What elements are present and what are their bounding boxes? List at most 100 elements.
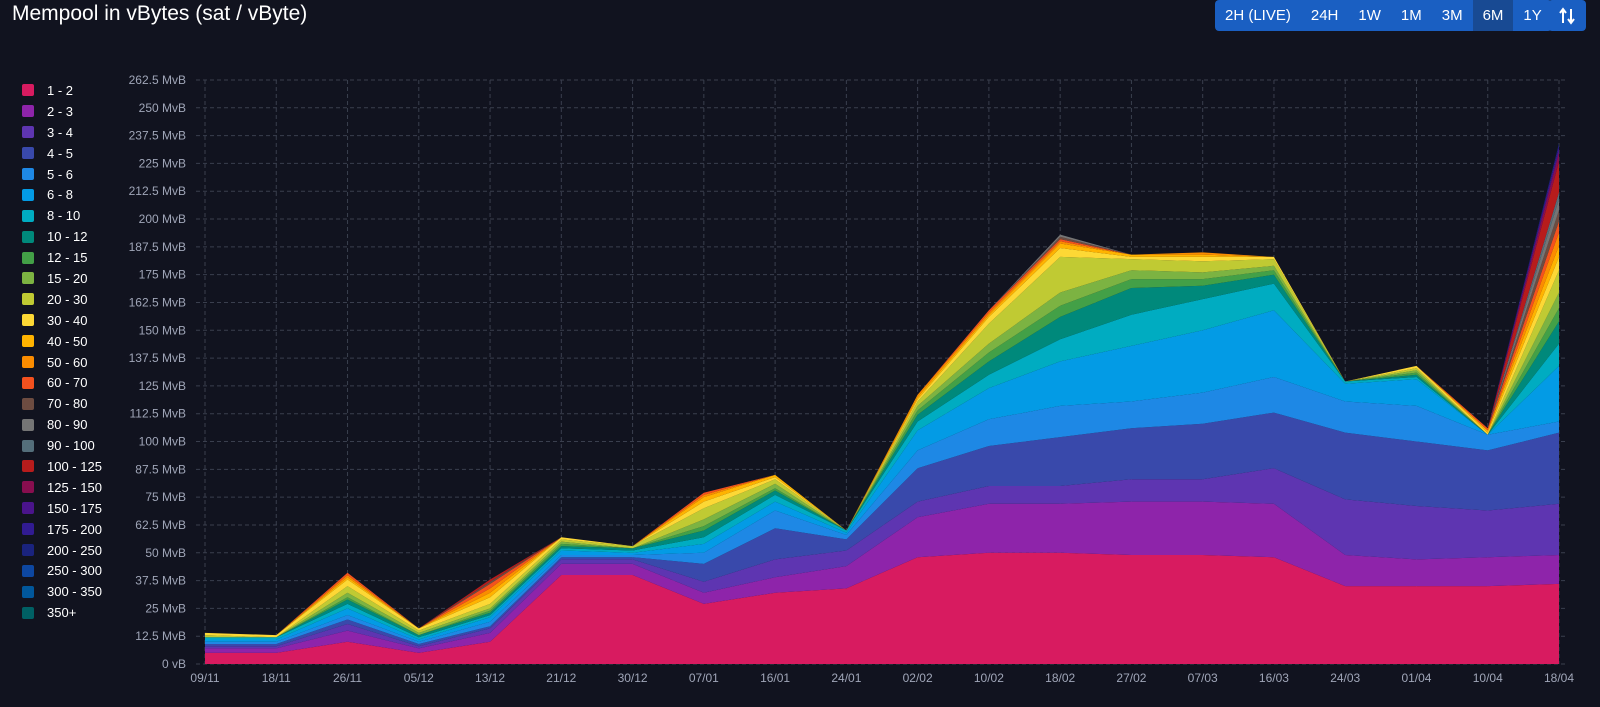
legend-swatch [22,84,34,97]
legend-label: 4 - 5 [47,145,74,161]
legend-swatch [22,209,34,222]
y-tick-label: 212.5 MvB [129,184,186,198]
legend-swatch [22,126,34,139]
y-tick-label: 162.5 MvB [129,295,186,309]
legend-item[interactable]: 90 - 100 [22,435,102,456]
x-tick-label: 18/02 [1045,671,1075,685]
legend-item[interactable]: 15 - 20 [22,268,102,289]
range-button-2h-live[interactable]: 2H (LIVE) [1225,7,1291,24]
legend-item[interactable]: 250 - 300 [22,560,102,581]
legend-swatch [22,147,34,160]
legend-swatch [22,585,34,598]
y-tick-label: 262.5 MvB [129,73,186,87]
x-tick-label: 26/11 [333,671,362,685]
legend-label: 100 - 125 [47,458,102,474]
y-tick-label: 125 MvB [139,379,186,393]
y-tick-label: 175 MvB [139,268,186,282]
legend-swatch [22,335,34,348]
range-button-3m[interactable]: 3M [1441,7,1463,24]
x-tick-label: 07/01 [689,671,719,685]
legend-item[interactable]: 3 - 4 [22,122,102,143]
legend-item[interactable]: 100 - 125 [22,456,102,477]
legend-item[interactable]: 50 - 60 [22,352,102,373]
legend-swatch [22,606,34,619]
x-tick-label: 13/12 [475,671,505,685]
x-tick-label: 18/11 [262,671,291,685]
y-tick-label: 137.5 MvB [129,351,186,365]
legend-label: 50 - 60 [47,354,88,370]
legend-item[interactable]: 12 - 15 [22,247,102,268]
legend-label: 350+ [47,605,77,621]
sort-order-button[interactable] [1548,0,1586,31]
legend-item[interactable]: 60 - 70 [22,372,102,393]
legend-label: 15 - 20 [47,270,88,286]
x-tick-label: 18/04 [1544,671,1574,685]
y-tick-label: 187.5 MvB [129,240,186,254]
legend-item[interactable]: 40 - 50 [22,331,102,352]
area-series-3-4[interactable] [205,468,1559,649]
y-tick-label: 225 MvB [139,156,186,170]
legend-item[interactable]: 80 - 90 [22,414,102,435]
legend-swatch [22,376,34,389]
range-button-6m[interactable]: 6M [1472,0,1514,31]
legend-swatch [22,293,34,306]
area-series-4-5[interactable] [205,412,1559,647]
legend-swatch [22,481,34,494]
legend-item[interactable]: 8 - 10 [22,205,102,226]
legend-swatch [22,105,34,118]
legend-item[interactable]: 30 - 40 [22,310,102,331]
y-tick-label: 12.5 MvB [135,629,186,643]
legend-swatch [22,356,34,369]
y-tick-label: 62.5 MvB [135,518,186,532]
chart-legend: 1 - 2 2 - 3 3 - 4 4 - 5 5 - 6 6 - 8 8 - 10 10 -… [22,80,102,623]
legend-item[interactable]: 6 - 8 [22,184,102,205]
legend-label: 30 - 40 [47,312,88,328]
legend-item[interactable]: 200 - 250 [22,540,102,561]
legend-item[interactable]: 4 - 5 [22,143,102,164]
legend-item[interactable]: 125 - 150 [22,477,102,498]
legend-item[interactable]: 20 - 30 [22,289,102,310]
x-tick-label: 02/02 [903,671,933,685]
legend-label: 300 - 350 [47,584,102,600]
area-series-15-20[interactable] [205,265,1559,638]
legend-item[interactable]: 70 - 80 [22,393,102,414]
legend-item[interactable]: 300 - 350 [22,581,102,602]
range-button-1y[interactable]: 1Y [1523,7,1542,24]
legend-item[interactable]: 5 - 6 [22,164,102,185]
legend-label: 40 - 50 [47,333,88,349]
legend-label: 150 - 175 [47,500,102,516]
legend-item[interactable]: 2 - 3 [22,101,102,122]
legend-swatch [22,188,34,201]
legend-item[interactable]: 150 - 175 [22,498,102,519]
area-series-2-3[interactable] [205,501,1559,653]
x-tick-label: 05/12 [404,671,434,685]
legend-swatch [22,544,34,557]
x-tick-label: 24/01 [831,671,861,685]
x-tick-label: 27/02 [1116,671,1146,685]
legend-swatch [22,272,34,285]
legend-item[interactable]: 350+ [22,602,102,623]
legend-label: 8 - 10 [47,208,81,224]
legend-swatch [22,418,34,431]
legend-swatch [22,502,34,515]
y-tick-label: 237.5 MvB [129,129,186,143]
x-tick-label: 21/12 [546,671,576,685]
legend-label: 200 - 250 [47,542,102,558]
legend-swatch [22,314,34,327]
stacked-areas [205,143,1559,664]
area-series-1-2[interactable] [205,552,1559,664]
legend-label: 5 - 6 [47,166,74,182]
y-tick-label: 87.5 MvB [135,462,186,476]
legend-item[interactable]: 1 - 2 [22,80,102,101]
legend-label: 10 - 12 [47,229,88,245]
range-button-24h[interactable]: 24H [1310,7,1339,24]
legend-item[interactable]: 175 - 200 [22,519,102,540]
range-button-1w[interactable]: 1W [1358,7,1381,24]
range-button-1m[interactable]: 1M [1400,7,1422,24]
legend-swatch [22,439,34,452]
x-tick-label: 09/11 [190,671,219,685]
legend-swatch [22,523,34,536]
x-tick-label: 10/04 [1473,671,1503,685]
legend-item[interactable]: 10 - 12 [22,226,102,247]
